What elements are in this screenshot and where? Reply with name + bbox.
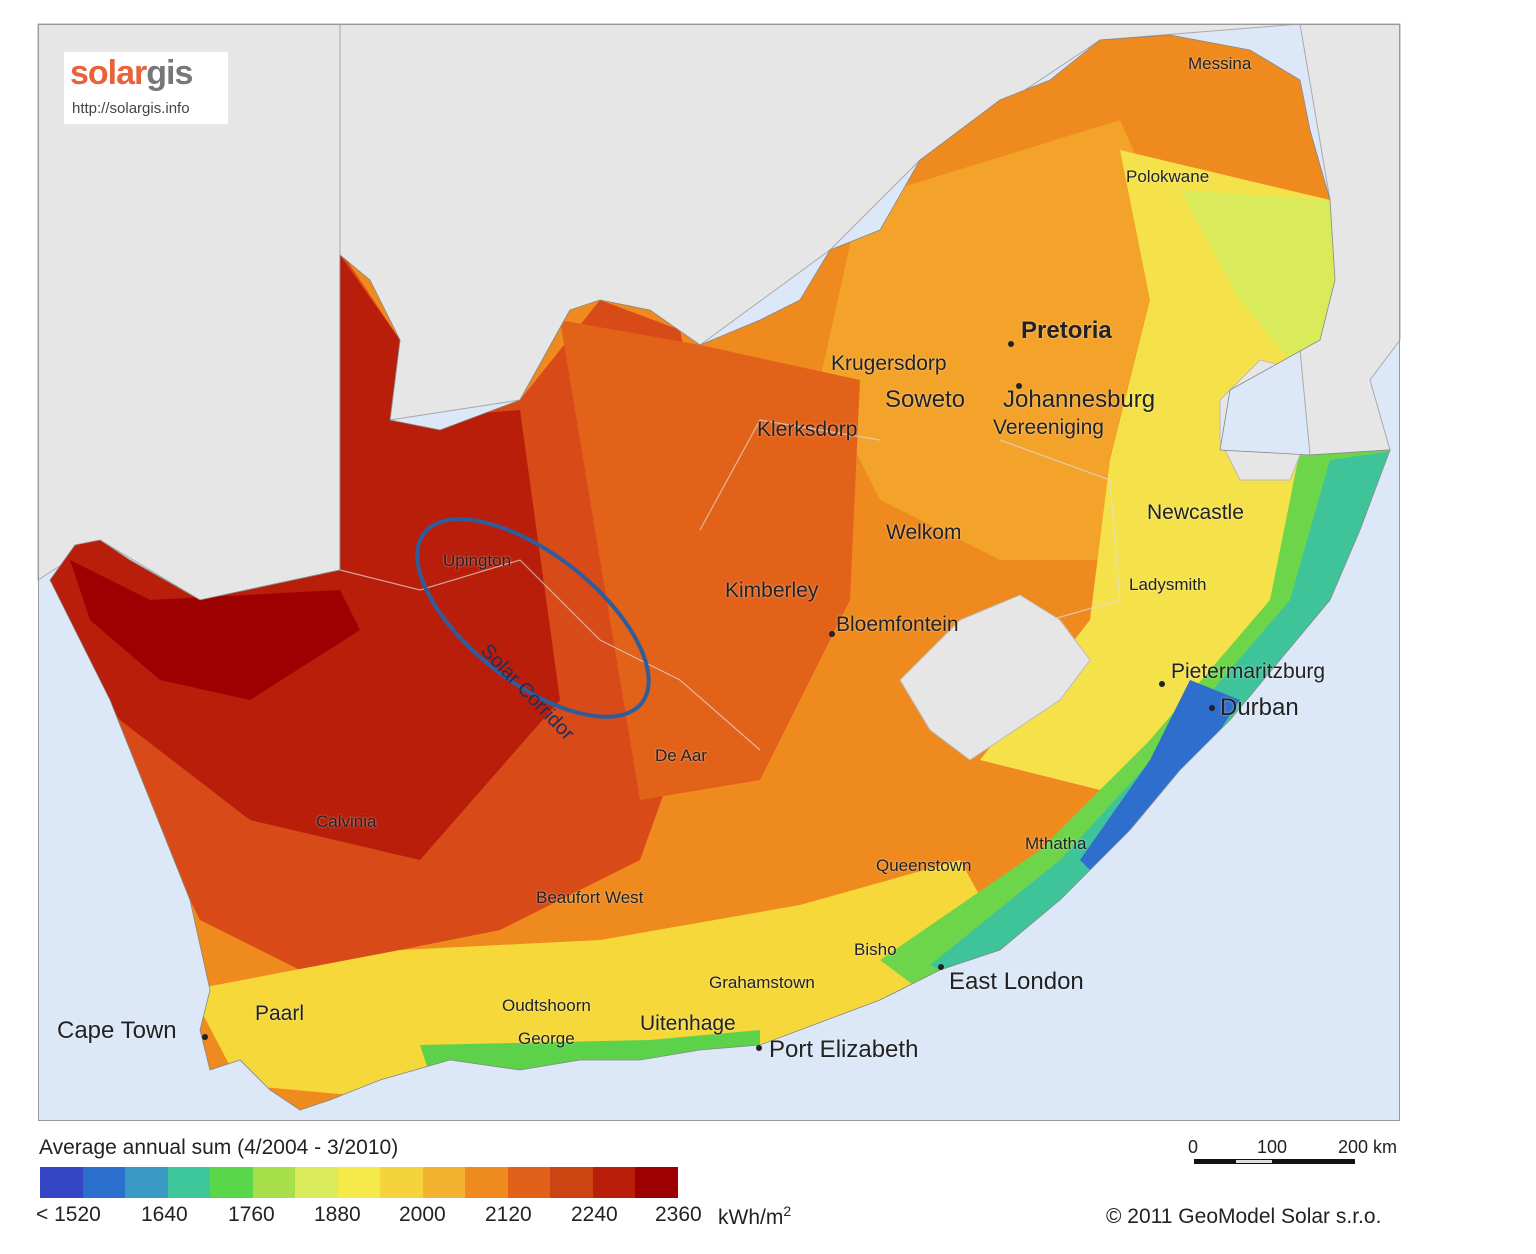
legend-swatch: [380, 1167, 423, 1198]
legend-unit: kWh/m2: [718, 1203, 791, 1230]
city-label: Klerksdorp: [757, 418, 858, 441]
legend-color-bar: [40, 1167, 678, 1198]
logo-url: http://solargis.info: [72, 100, 190, 117]
legend-swatch: [125, 1167, 168, 1198]
copyright: © 2011 GeoModel Solar s.r.o.: [1106, 1205, 1382, 1228]
city-label: Bloemfontein: [836, 613, 959, 636]
city-label: Pretoria: [1021, 317, 1112, 344]
legend-tick: 1880: [314, 1203, 361, 1226]
legend-swatch: [337, 1167, 380, 1198]
city-label: Kimberley: [725, 579, 819, 602]
city-label: Pietermaritzburg: [1171, 660, 1326, 683]
legend-swatch: [507, 1167, 550, 1198]
legend-swatch: [422, 1167, 465, 1198]
irradiation-zones: [50, 35, 1390, 1110]
scale-label: 100: [1257, 1137, 1288, 1157]
legend-tick: 2360: [655, 1203, 702, 1226]
city-dot: [1209, 705, 1215, 711]
city-label: Bisho: [854, 940, 897, 959]
city-label: Queenstown: [876, 856, 972, 875]
legend-tick: 2000: [399, 1203, 446, 1226]
city-dot: [829, 631, 835, 637]
scale-label: 200 km: [1338, 1137, 1398, 1157]
city-label: Polokwane: [1126, 167, 1210, 186]
city-label: Port Elizabeth: [769, 1036, 919, 1063]
city-label: Johannesburg: [1003, 386, 1156, 413]
legend-swatch: [592, 1167, 635, 1198]
city-label: Vereeniging: [993, 416, 1104, 439]
city-label: Durban: [1220, 694, 1299, 721]
solar-corridor-ellipse: [415, 517, 651, 719]
city-dot: [1159, 681, 1165, 687]
city-dot: [1008, 341, 1014, 347]
city-label: Beaufort West: [536, 888, 644, 907]
city-label: George: [518, 1029, 575, 1048]
city-label: Krugersdorp: [831, 352, 947, 375]
legend-tick: 2120: [485, 1203, 532, 1226]
city-dot: [756, 1045, 762, 1051]
legend-swatch: [40, 1167, 83, 1198]
legend-swatch: [82, 1167, 125, 1198]
city-label: Welkom: [886, 521, 962, 544]
city-label: Mthatha: [1025, 834, 1087, 853]
city-dot: [1016, 383, 1022, 389]
logo-brand-part2: gis: [146, 54, 193, 92]
city-label: Messina: [1188, 54, 1252, 73]
city-dot: [202, 1034, 208, 1040]
scale-label: 0: [1188, 1137, 1199, 1157]
city-label: Calvinia: [316, 812, 377, 831]
city-label: Grahamstown: [709, 973, 815, 992]
legend-swatch: [550, 1167, 593, 1198]
legend-swatch: [167, 1167, 210, 1198]
legend-unit-text: kWh/m: [718, 1206, 784, 1229]
legend-tick: 1760: [228, 1203, 275, 1226]
city-label: Soweto: [885, 386, 966, 413]
legend-unit-sup: 2: [783, 1203, 792, 1219]
scale-bar-segment: [1273, 1159, 1355, 1164]
scale-bar-segment: [1194, 1159, 1235, 1164]
legend-swatch: [210, 1167, 253, 1198]
legend-swatch: [252, 1167, 295, 1198]
city-label: East London: [949, 968, 1084, 995]
legend-title: Average annual sum (4/2004 - 3/2010): [39, 1136, 399, 1159]
scale-bar-segment: [1235, 1159, 1273, 1164]
legend-swatch: [635, 1167, 678, 1198]
legend-swatch: [465, 1167, 508, 1198]
city-label: Paarl: [255, 1002, 305, 1025]
city-label: Uitenhage: [640, 1012, 736, 1035]
city-label: Ladysmith: [1129, 575, 1207, 594]
legend-swatch: [295, 1167, 338, 1198]
city-label: Upington: [443, 551, 512, 570]
city-label: Cape Town: [57, 1017, 177, 1044]
logo-brand-part1: solar: [70, 54, 147, 92]
city-label: Newcastle: [1147, 501, 1244, 524]
legend-tick: 1640: [141, 1203, 188, 1226]
city-dot: [938, 964, 944, 970]
legend-tick: < 1520: [36, 1203, 101, 1226]
legend-tick: 2240: [571, 1203, 618, 1226]
city-label: De Aar: [655, 746, 707, 765]
city-label: Oudtshoorn: [502, 996, 591, 1015]
solargis-logo: solargis http://solargis.info: [64, 52, 228, 124]
